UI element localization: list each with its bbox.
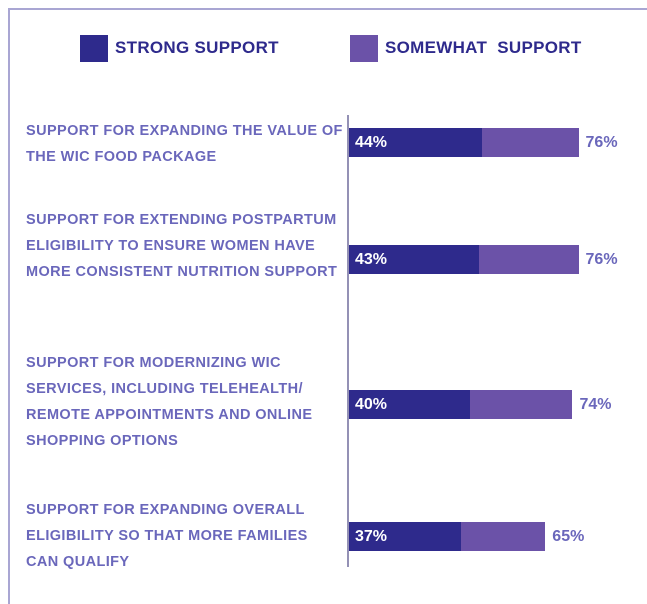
legend-label: STRONG SUPPORT <box>115 38 279 57</box>
bar-segment <box>460 522 546 551</box>
bar-segment <box>469 390 573 419</box>
bar-segment <box>349 390 470 419</box>
frame <box>8 8 10 604</box>
data-label: 37% <box>355 528 388 545</box>
total-label: 65% <box>552 528 585 545</box>
bar-segment <box>481 128 579 157</box>
bar-segment <box>349 245 479 274</box>
category-label: SUPPORT FOR MODERNIZING WIC SERVICES, IN… <box>26 355 313 449</box>
legend-swatch <box>80 35 108 62</box>
category-label: SUPPORT FOR EXPANDING OVERALL ELIGIBILIT… <box>26 502 308 570</box>
total-label: 74% <box>579 396 612 413</box>
frame <box>8 8 647 10</box>
bar-segment <box>349 128 482 157</box>
category-label: SUPPORT FOR EXPANDING THE VALUE OF THE W… <box>26 123 343 165</box>
category-label: SUPPORT FOR EXTENDING POSTPARTUM ELIGIBI… <box>26 212 338 280</box>
legend-swatch <box>350 35 378 62</box>
total-label: 76% <box>585 251 618 268</box>
total-label: 76% <box>585 134 618 151</box>
bar-segment <box>349 522 461 551</box>
data-label: 40% <box>355 396 388 413</box>
bar-segment <box>478 245 579 274</box>
data-label: 43% <box>355 251 388 268</box>
legend-label: SOMEWHAT SUPPORT <box>385 38 582 57</box>
category-axis <box>347 115 349 567</box>
data-label: 44% <box>355 134 388 151</box>
